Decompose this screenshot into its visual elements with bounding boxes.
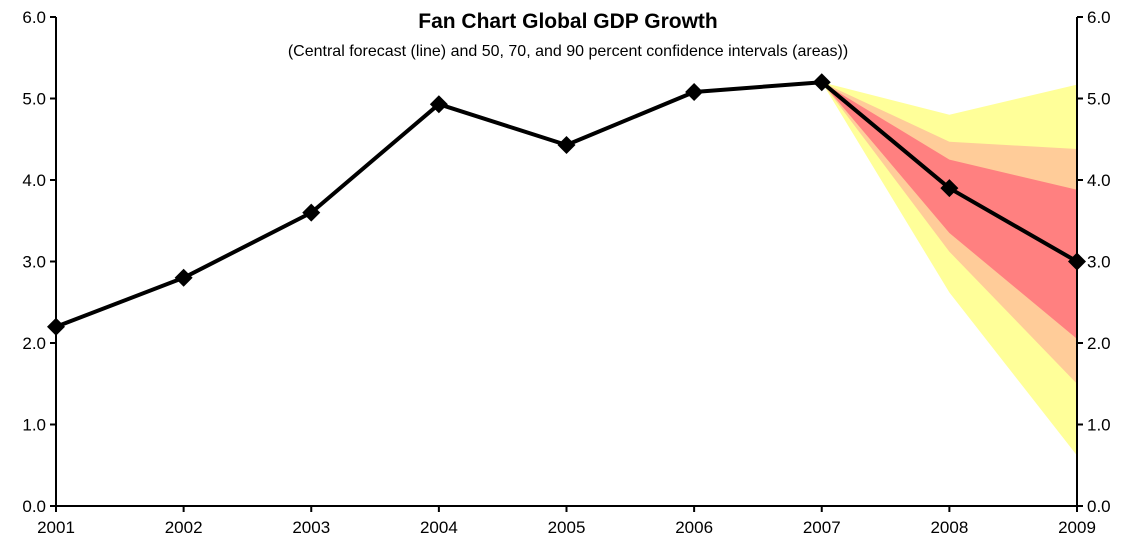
left-y-tick-label: 1.0 — [22, 416, 46, 435]
x-tick-label: 2009 — [1058, 518, 1096, 537]
diamond-marker — [429, 95, 448, 114]
diamond-marker — [685, 82, 704, 101]
x-tick-label: 2005 — [548, 518, 586, 537]
x-tick-label: 2001 — [37, 518, 75, 537]
chart-title: Fan Chart Global GDP Growth — [418, 10, 717, 33]
left-y-tick-label: 6.0 — [22, 8, 46, 27]
confidence-bands — [821, 82, 1077, 456]
diamond-marker — [812, 73, 831, 92]
left-y-tick-label: 3.0 — [22, 253, 46, 272]
x-tick-label: 2008 — [930, 518, 968, 537]
diamond-marker — [174, 268, 193, 287]
right-y-tick-label: 3.0 — [1087, 253, 1111, 272]
diamond-marker — [557, 135, 576, 154]
x-tick-label: 2007 — [803, 518, 841, 537]
diamond-marker — [940, 179, 959, 198]
x-tick-label: 2006 — [675, 518, 713, 537]
left-y-tick-label: 2.0 — [22, 334, 46, 353]
x-tick-label: 2003 — [292, 518, 330, 537]
diamond-marker — [47, 317, 65, 336]
diamond-marker — [1068, 252, 1086, 271]
x-tick-label: 2004 — [420, 518, 458, 537]
right-y-tick-label: 2.0 — [1087, 334, 1111, 353]
data-markers — [47, 73, 1086, 336]
right-y-tick-label: 6.0 — [1087, 8, 1111, 27]
axis-ticks: 0.0 0.0 1.0 1.0 2.0 2.0 3.0 3.0 4.0 4.0 5.0 5.0 6.0 6… — [22, 8, 1110, 537]
right-y-tick-label: 0.0 — [1087, 497, 1111, 516]
left-y-tick-label: 5.0 — [22, 90, 46, 109]
right-y-tick-label: 4.0 — [1087, 171, 1111, 190]
left-y-tick-label: 4.0 — [22, 171, 46, 190]
right-y-tick-label: 1.0 — [1087, 416, 1111, 435]
left-y-tick-label: 0.0 — [22, 497, 46, 516]
right-y-tick-label: 5.0 — [1087, 90, 1111, 109]
chart-subtitle: (Central forecast (line) and 50, 70, and… — [288, 43, 848, 60]
confidence-band-50 — [821, 82, 1077, 339]
x-tick-label: 2002 — [165, 518, 203, 537]
diamond-marker — [302, 203, 321, 222]
axes — [55, 17, 1078, 507]
